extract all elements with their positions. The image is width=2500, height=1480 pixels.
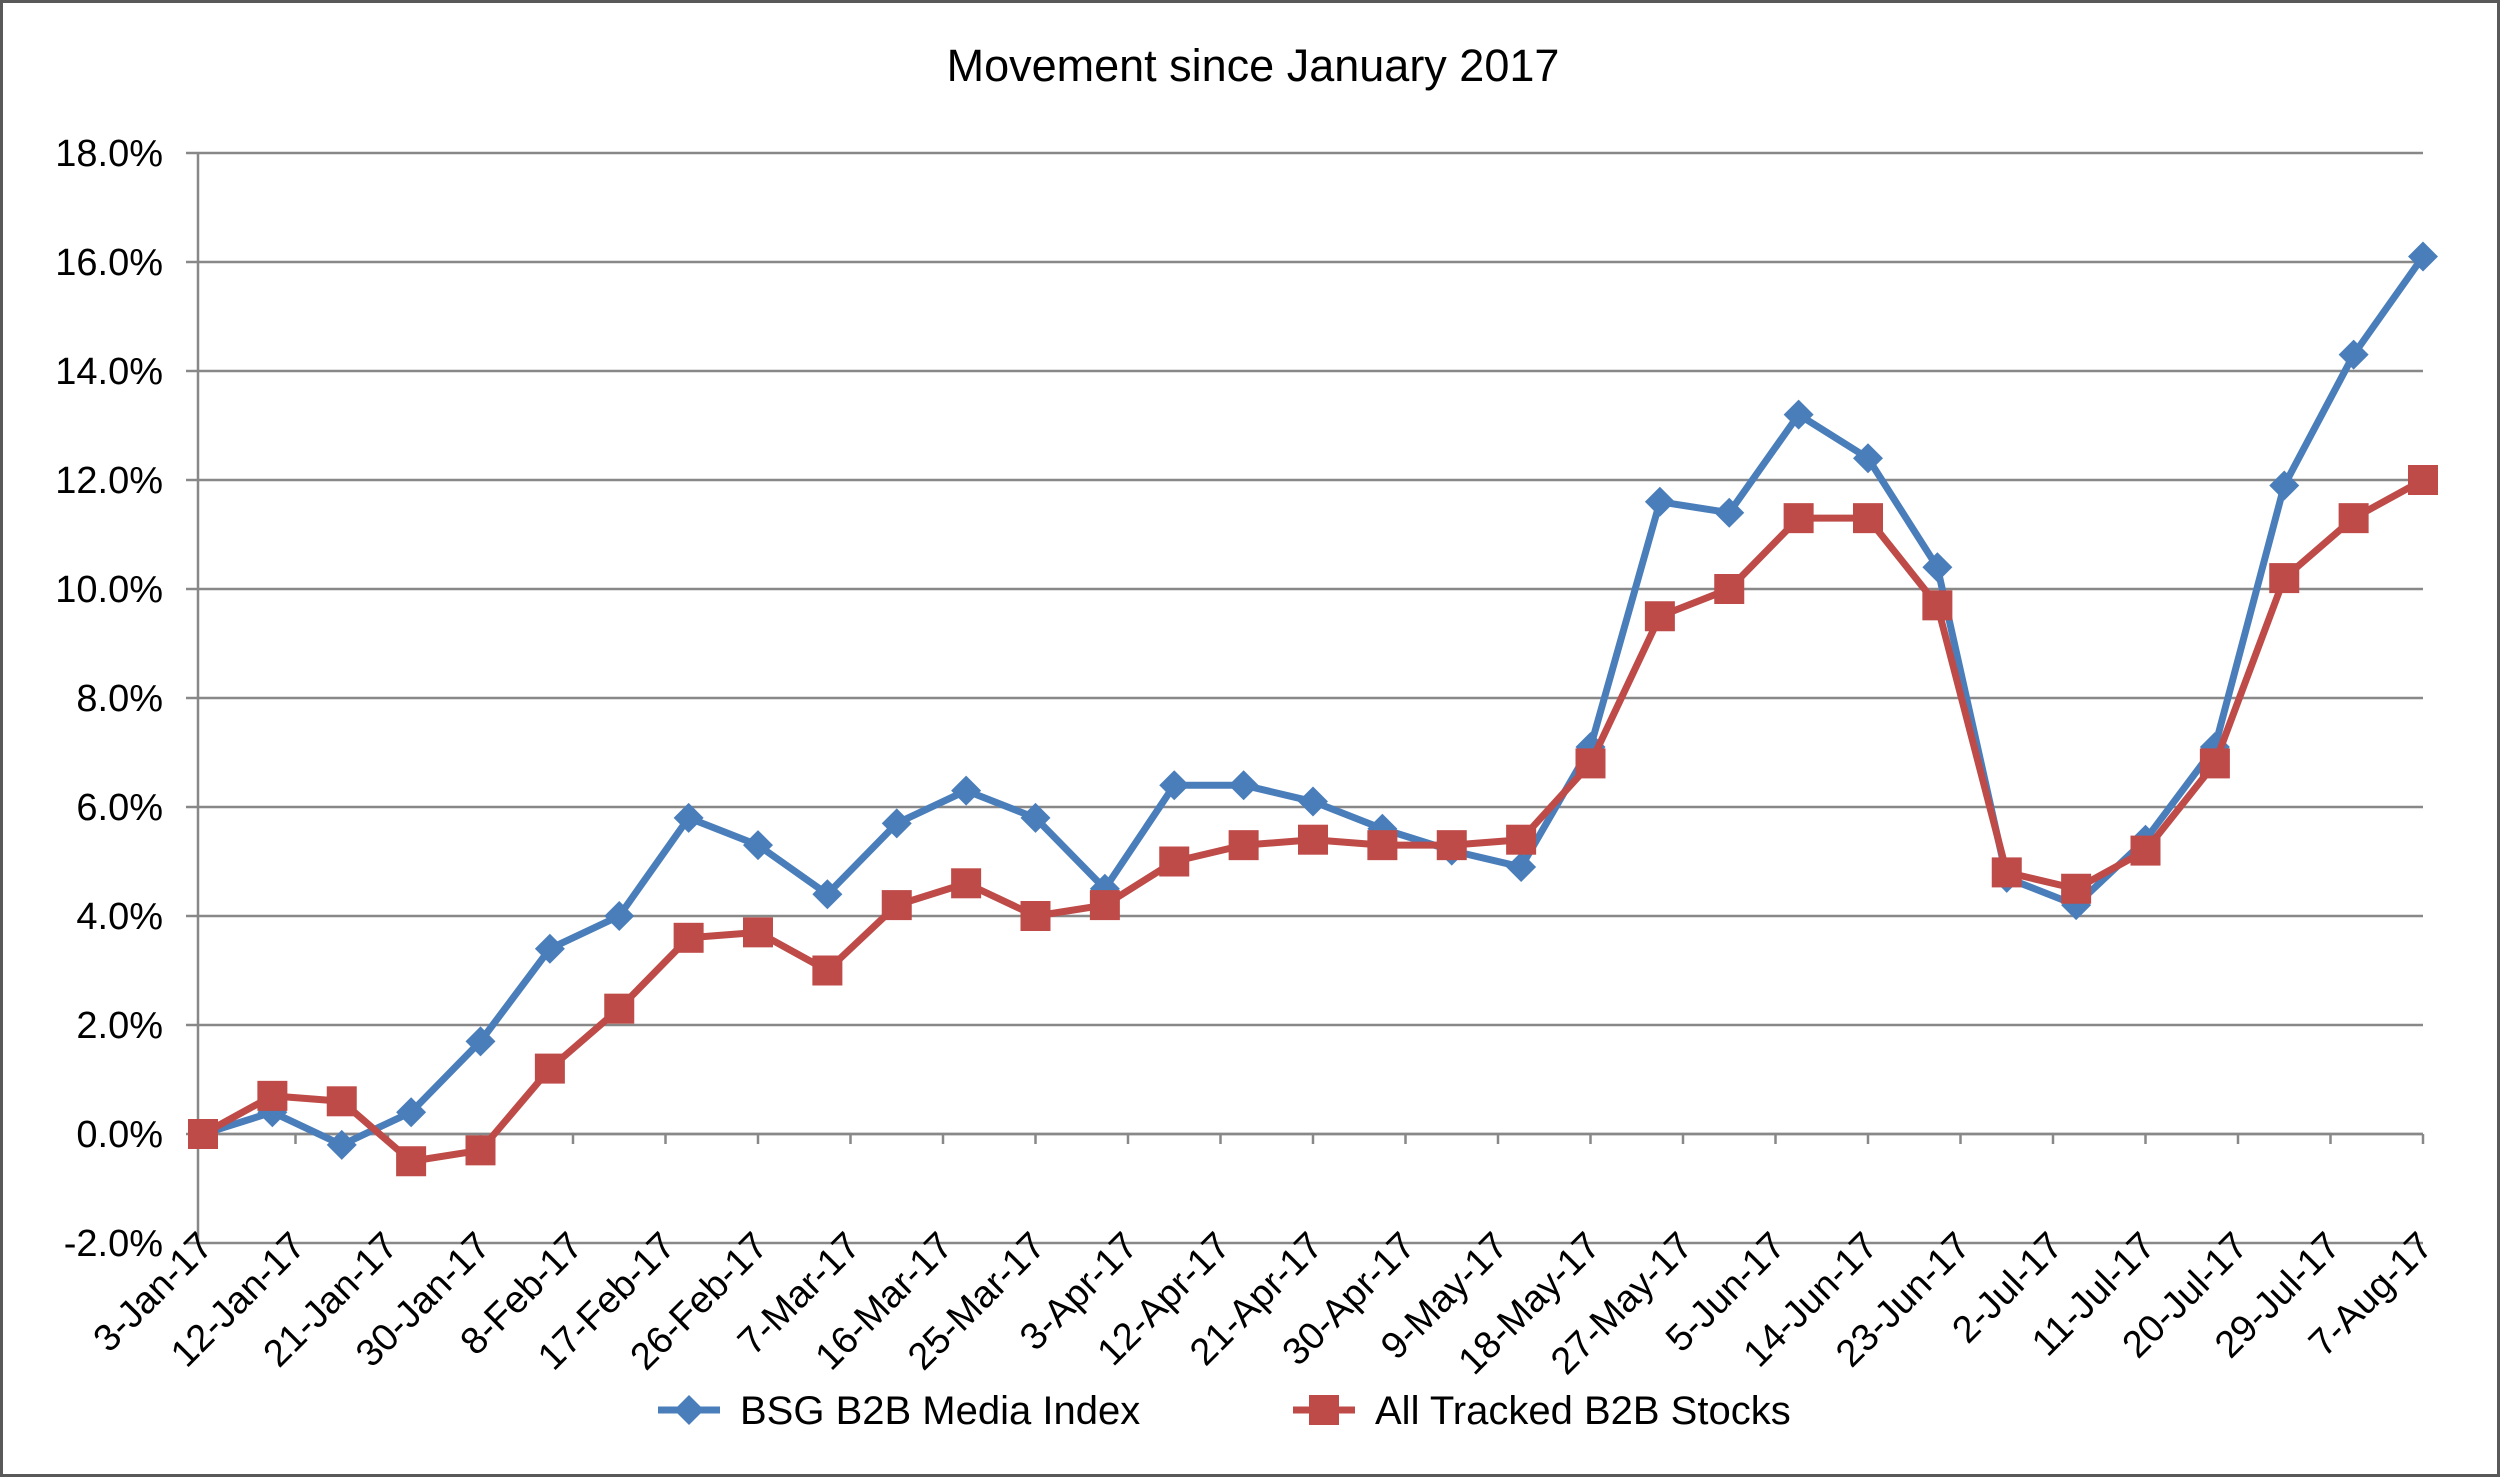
data-point [2338, 339, 2369, 370]
data-point [743, 830, 773, 861]
y-tick-label: 14.0% [55, 351, 163, 393]
data-point [1159, 846, 1190, 877]
y-tick-label: 6.0% [76, 787, 163, 829]
data-point [1228, 770, 1259, 801]
legend-entry-2: All Tracked B2B Stocks [1293, 1389, 1791, 1433]
data-point [1783, 503, 1814, 534]
legend-entry-1: BSG B2B Media Index [658, 1389, 1140, 1433]
data-point [257, 1080, 288, 1111]
data-point [1020, 802, 1051, 833]
chart-title: Movement since January 2017 [947, 40, 1560, 91]
series-2 [188, 465, 2438, 1177]
legend-label: All Tracked B2B Stocks [1375, 1389, 1791, 1433]
data-point [1991, 857, 2022, 888]
data-point [326, 1086, 357, 1117]
data-point [2408, 465, 2438, 495]
data-point [396, 1097, 427, 1128]
data-point [1922, 590, 1953, 621]
data-point [1506, 824, 1537, 855]
data-point [1853, 443, 1883, 474]
data-point [1506, 851, 1537, 882]
data-point [2269, 563, 2300, 594]
data-point [881, 808, 912, 839]
data-point [951, 868, 982, 899]
data-point [1089, 890, 1120, 921]
data-point [1922, 552, 1953, 583]
data-point [396, 1146, 427, 1177]
data-point [1298, 824, 1328, 855]
y-tick-label: -2.0% [64, 1223, 163, 1265]
data-point [326, 1129, 357, 1160]
data-point [534, 933, 565, 964]
data-point [1575, 748, 1606, 779]
data-point [1644, 486, 1675, 517]
data-point [604, 993, 635, 1024]
legend-marker [674, 1395, 704, 1425]
y-tick-label: 18.0% [55, 133, 163, 175]
data-point [604, 901, 635, 931]
data-point [812, 879, 843, 910]
y-tick-label: 8.0% [76, 678, 163, 720]
data-point [1714, 497, 1745, 528]
series-1 [188, 241, 2438, 1160]
y-tick-label: 10.0% [55, 569, 163, 611]
line-chart: Movement since January 2017 -2.0% 0.0% 2.0… [55, 40, 2442, 1433]
y-tick-label: 16.0% [55, 242, 163, 284]
y-axis-tick-labels: -2.0% 0.0% 2.0% 4.0% 6.0% 8.0% 10.0% 12.0% 14.0%… [55, 133, 163, 1265]
data-point [673, 922, 704, 953]
legend-label: BSG B2B Media Index [740, 1389, 1140, 1433]
y-tick-label: 2.0% [76, 1005, 163, 1047]
data-point [465, 1135, 496, 1166]
data-point [1436, 830, 1467, 861]
data-point [2338, 503, 2369, 534]
data-point [1783, 399, 1814, 430]
data-point [1159, 770, 1190, 801]
data-point [465, 1026, 496, 1057]
data-point [1714, 574, 1745, 604]
data-point [1298, 786, 1328, 817]
data-point [1644, 601, 1675, 632]
data-point [673, 802, 704, 833]
data-point [1367, 830, 1398, 861]
series-line [201, 254, 2426, 1149]
data-point [2199, 748, 2230, 779]
data-point [534, 1053, 565, 1084]
legend: BSG B2B Media Index All Tracked B2B Stock… [658, 1389, 1791, 1433]
data-point [1853, 503, 1883, 534]
data-point [188, 1119, 218, 1149]
data-point [2408, 241, 2438, 272]
y-tick-label: 12.0% [55, 460, 163, 502]
data-point [2269, 470, 2300, 501]
y-tick-label: 0.0% [76, 1114, 163, 1156]
data-point [881, 890, 912, 921]
data-point [812, 955, 843, 986]
y-tick-label: 4.0% [76, 896, 163, 938]
gridlines [198, 151, 2423, 1245]
data-point [951, 775, 982, 806]
data-point [2061, 873, 2092, 904]
series-lines [188, 241, 2438, 1177]
x-axis-tick-labels: 3-Jan-1712-Jan-1721-Jan-1730-Jan-178-Feb… [86, 1225, 2442, 1383]
data-point [1228, 830, 1259, 861]
data-point [2130, 835, 2161, 866]
data-point [743, 917, 773, 948]
legend-marker [1309, 1395, 1339, 1425]
data-point [1020, 901, 1051, 931]
